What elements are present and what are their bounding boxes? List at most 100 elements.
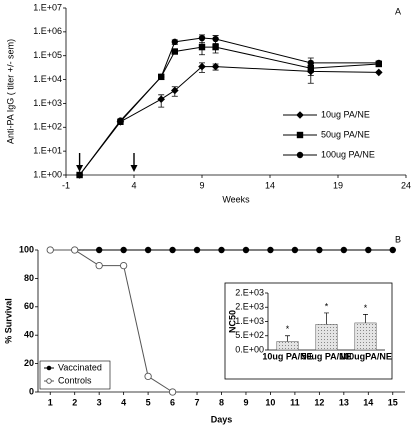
bar	[354, 322, 377, 351]
x-tick-label: 5	[146, 397, 151, 407]
marker	[119, 261, 128, 270]
marker	[171, 38, 178, 46]
x-tick-label: 10ug PA/NE	[262, 351, 312, 361]
x-tick-label: 100ugPA/NE	[339, 351, 392, 361]
x-tick-label: 9	[199, 180, 204, 190]
bar	[315, 324, 338, 351]
legend-label: 10ug PA/NE	[321, 109, 370, 119]
marker	[211, 62, 220, 71]
marker	[242, 246, 250, 254]
marker	[171, 48, 178, 55]
y-tick-label: 60	[24, 301, 34, 311]
legend-label: 100ug PA/NE	[321, 149, 375, 159]
y-tick-label: 1.E+01	[33, 146, 62, 156]
x-tick-label: 14	[265, 180, 275, 190]
y-tick-label: 1.E+00	[33, 169, 62, 179]
y-tick-label: 40	[24, 330, 34, 340]
legend-label: Vaccinated	[58, 362, 102, 372]
error-bar	[285, 335, 290, 342]
x-tick-label: 11	[290, 397, 300, 407]
marker	[168, 388, 177, 396]
marker	[198, 43, 206, 51]
error-bar	[363, 314, 368, 323]
x-tick-label: 4	[121, 397, 126, 407]
marker	[117, 117, 124, 124]
x-tick-label: 8	[219, 397, 224, 407]
annotation: *	[364, 303, 368, 313]
error-bar	[324, 312, 329, 325]
y-tick-label: 1.E+03	[235, 316, 264, 326]
x-axis-label: Weeks	[222, 194, 250, 204]
marker	[46, 365, 52, 371]
marker	[198, 62, 206, 71]
y-axis-label: Anti-PA IgG ( titer +/- sem)	[5, 39, 15, 144]
y-tick-label: 0	[29, 386, 34, 396]
marker	[375, 59, 382, 67]
marker	[307, 59, 314, 67]
y-axis-label: % Survival	[3, 298, 13, 344]
marker	[340, 246, 348, 254]
x-tick-label: 50ug PA/NE	[301, 351, 351, 361]
y-tick-label: 1.E+04	[33, 74, 62, 84]
marker	[46, 378, 52, 384]
panel-label: B	[395, 234, 401, 244]
x-tick-label: 15	[388, 397, 398, 407]
x-tick-label: 24	[401, 180, 411, 190]
y-tick-label: 1.E+03	[33, 98, 62, 108]
y-tick-label: 5.E+02	[235, 330, 264, 340]
marker	[171, 86, 179, 95]
x-tick-label: 14	[363, 397, 373, 407]
panel-label: A	[395, 6, 401, 16]
x-tick-label: 13	[339, 397, 349, 407]
legend-box	[39, 360, 111, 390]
x-axis-label: Days	[211, 414, 233, 424]
marker	[144, 372, 152, 381]
marker	[169, 246, 176, 254]
marker	[212, 35, 219, 43]
y-tick-label: 2.E+03	[235, 287, 264, 297]
marker	[71, 246, 79, 254]
y-tick-label: 100	[19, 244, 34, 254]
marker	[389, 246, 396, 254]
annotation: *	[325, 301, 329, 311]
marker	[218, 246, 225, 254]
x-tick-label: 4	[131, 180, 136, 190]
x-tick-label: 6	[170, 397, 175, 407]
marker	[375, 68, 383, 77]
y-tick-label: 2.E+03	[235, 302, 264, 312]
series-line	[79, 37, 379, 176]
y-tick-label: 1.E+07	[33, 2, 62, 12]
y-tick-label: 1.E+06	[33, 26, 62, 36]
marker	[291, 246, 299, 254]
x-tick-label: -1	[62, 180, 70, 190]
arrow-head	[76, 165, 84, 172]
y-tick-label: 20	[24, 358, 34, 368]
legend-label: 50ug PA/NE	[321, 129, 370, 139]
marker	[144, 246, 152, 254]
marker	[158, 73, 165, 81]
series-line	[79, 46, 379, 176]
y-tick-label: 1.E+02	[33, 122, 62, 132]
annotation: *	[286, 324, 290, 334]
marker	[46, 246, 54, 254]
x-tick-label: 12	[314, 397, 324, 407]
marker	[193, 246, 201, 254]
bar	[276, 341, 299, 351]
x-tick-label: 7	[195, 397, 200, 407]
marker	[198, 34, 206, 42]
marker	[76, 171, 83, 179]
arrow-head	[130, 165, 138, 172]
marker	[296, 151, 304, 159]
x-tick-label: 3	[97, 397, 102, 407]
x-tick-label: 2	[72, 397, 77, 407]
marker	[296, 131, 304, 139]
marker	[95, 246, 103, 254]
x-tick-label: 10	[265, 397, 275, 407]
marker	[296, 111, 304, 119]
y-tick-label: 0.E+00	[235, 344, 264, 354]
legend-label: Controls	[58, 375, 92, 385]
y-axis-label: NC50	[227, 310, 237, 333]
x-tick-label: 9	[243, 397, 248, 407]
marker	[316, 246, 323, 254]
